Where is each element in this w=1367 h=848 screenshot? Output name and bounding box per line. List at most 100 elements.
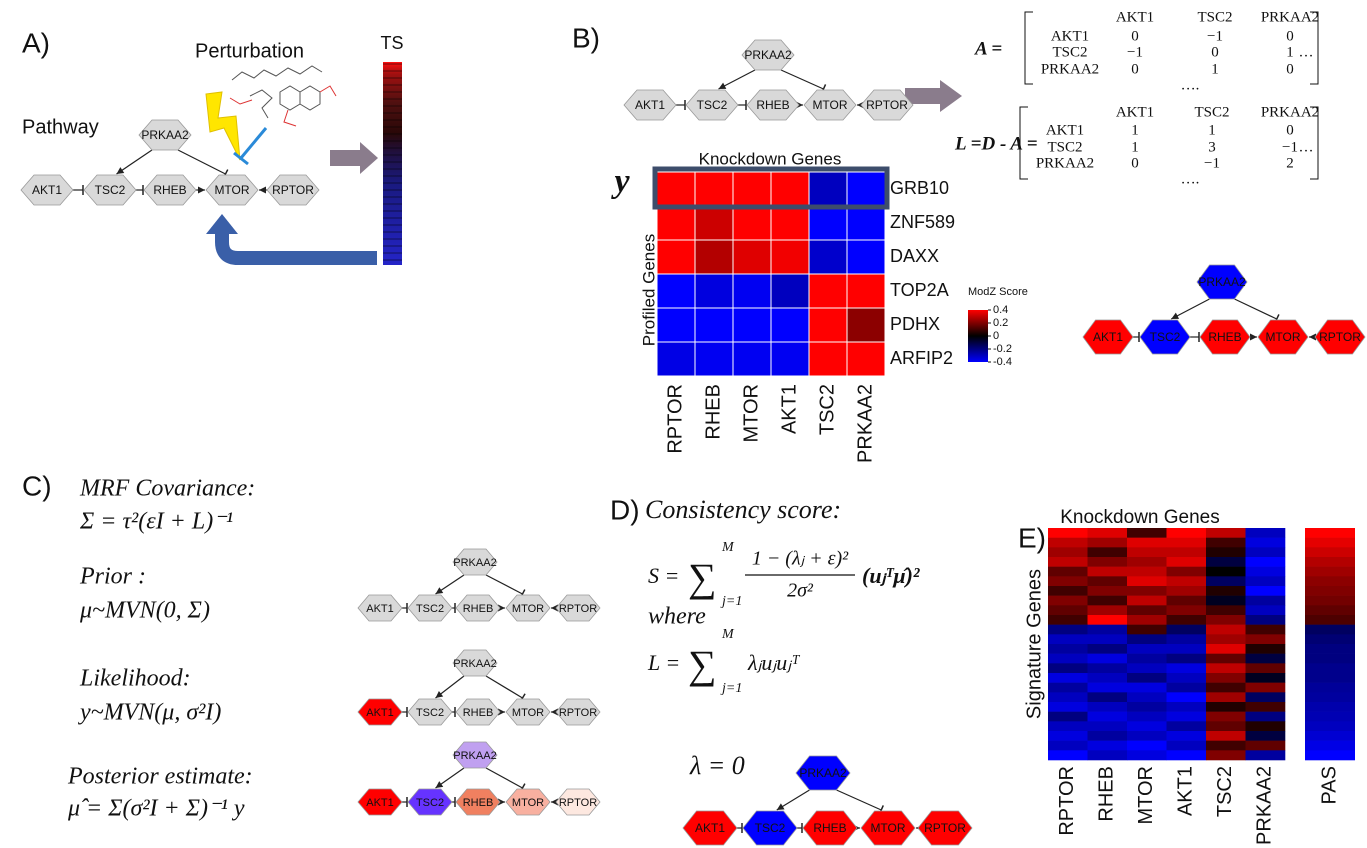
matrix-row: TSC2	[1047, 139, 1082, 155]
highlight-box	[652, 166, 890, 210]
arrow-head	[198, 186, 205, 194]
node-label: RHEB	[463, 797, 494, 809]
heat-cell	[1206, 576, 1246, 587]
matrix-col: PRKAA2	[1261, 104, 1319, 120]
node-label: RHEB	[1208, 330, 1241, 344]
node-label: MTOR	[1265, 330, 1300, 344]
node-label: TSC2	[95, 183, 126, 197]
colorbar-tick-label: 0	[993, 330, 999, 342]
node	[143, 174, 197, 206]
col-label: TSC2	[1214, 766, 1236, 817]
formula: j=1	[720, 594, 742, 609]
heat-cell	[846, 273, 886, 309]
heat-cell	[808, 341, 848, 377]
pas-cell	[1305, 615, 1355, 625]
node-label: AKT1	[695, 821, 725, 835]
arrow-head	[551, 604, 558, 612]
matrix-cell: −1	[1282, 139, 1298, 155]
heat-cell	[1206, 634, 1246, 645]
matrix-label: A =	[974, 38, 1002, 59]
heat-cell	[1048, 566, 1088, 577]
node	[741, 39, 795, 71]
heat-cell	[1245, 586, 1286, 596]
heat-cell	[732, 273, 772, 309]
matrix-cell: 1	[1131, 122, 1139, 138]
heat-cell	[1245, 644, 1286, 654]
heat-cell	[1206, 711, 1246, 722]
node	[357, 594, 403, 622]
heat-cell	[808, 205, 848, 241]
matrix-cell: 0	[1131, 28, 1139, 44]
heat-cell	[846, 239, 886, 275]
heat-cell	[1048, 586, 1088, 596]
pas-cell	[1305, 576, 1355, 587]
heat-cell	[1127, 595, 1167, 606]
heat-cell	[808, 273, 848, 309]
matrix-cell: 0	[1131, 155, 1139, 171]
heat-cell	[1048, 624, 1088, 635]
heat-cell	[1206, 528, 1246, 538]
node	[1199, 319, 1251, 355]
heat-cell	[1206, 692, 1246, 703]
heat-cell	[1087, 634, 1128, 645]
heat-cell	[1166, 731, 1207, 741]
node	[555, 594, 601, 622]
node	[802, 810, 858, 846]
panel-label: D)	[610, 494, 640, 525]
sum-sign: ∑	[688, 555, 717, 600]
matrix-cell: 1	[1286, 44, 1294, 60]
heat-cell	[1048, 702, 1088, 712]
arrow-head	[498, 708, 505, 716]
node-label: PRKAA2	[744, 48, 792, 62]
heat-cell	[1245, 653, 1286, 664]
heat-cell	[1048, 663, 1088, 674]
pathway-label: Pathway	[22, 116, 99, 138]
heat-cell	[1166, 653, 1207, 664]
heat-cell	[1127, 750, 1167, 761]
pas-cell	[1305, 750, 1355, 761]
heat-cell	[1166, 576, 1207, 587]
node	[1082, 319, 1134, 355]
node	[205, 174, 259, 206]
matrix-col: TSC2	[1197, 9, 1232, 25]
node-label: PRKAA2	[453, 658, 496, 670]
heat-cell	[1048, 692, 1088, 703]
matrix-col: AKT1	[1116, 9, 1154, 25]
heat-cell	[1245, 557, 1286, 567]
heat-cell	[1206, 721, 1246, 732]
bond	[319, 85, 337, 97]
formula: λⱼuⱼuⱼᵀ	[747, 650, 800, 675]
node-label: AKT1	[1093, 330, 1123, 344]
matrix-cell: 0	[1131, 61, 1139, 77]
heat-cell	[1206, 557, 1246, 567]
formula: (uⱼᵀμ̂)²	[862, 563, 920, 588]
bracket	[1310, 11, 1319, 85]
node	[555, 698, 601, 726]
node	[1196, 264, 1248, 300]
heat-cell	[1245, 673, 1286, 683]
heat-cell	[1127, 615, 1167, 625]
heat-cell	[1166, 528, 1207, 538]
node	[138, 119, 192, 151]
heat-cell	[1245, 702, 1286, 712]
heat-cell	[1245, 692, 1286, 703]
row-title: Profiled Genes	[639, 234, 658, 346]
col-label: MTOR	[740, 384, 762, 443]
heat-cell	[1245, 750, 1286, 761]
heat-cell	[1048, 634, 1088, 645]
heat-cell	[1245, 634, 1286, 645]
node-label: RPTOR	[559, 797, 597, 809]
heat-cell	[1166, 682, 1207, 693]
node-label: AKT1	[635, 98, 665, 112]
heat-cell	[1087, 615, 1128, 625]
pas-cell	[1305, 711, 1355, 722]
lightning	[205, 91, 241, 161]
node	[623, 89, 677, 121]
node-label: AKT1	[366, 707, 394, 719]
heat-cell	[1127, 731, 1167, 741]
heat-cell	[770, 239, 810, 275]
matrix-cell: 0	[1286, 28, 1294, 44]
heat-cell	[1087, 605, 1128, 616]
